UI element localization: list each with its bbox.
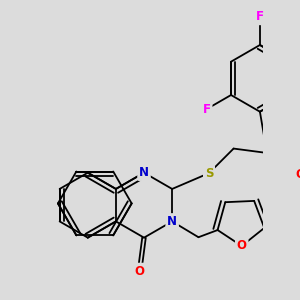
Text: F: F bbox=[203, 103, 211, 116]
Text: O: O bbox=[295, 168, 300, 182]
Text: N: N bbox=[139, 166, 149, 179]
Text: N: N bbox=[167, 215, 177, 228]
Text: F: F bbox=[256, 11, 264, 23]
Text: O: O bbox=[135, 265, 145, 278]
Text: S: S bbox=[205, 167, 213, 180]
Text: O: O bbox=[237, 239, 247, 253]
